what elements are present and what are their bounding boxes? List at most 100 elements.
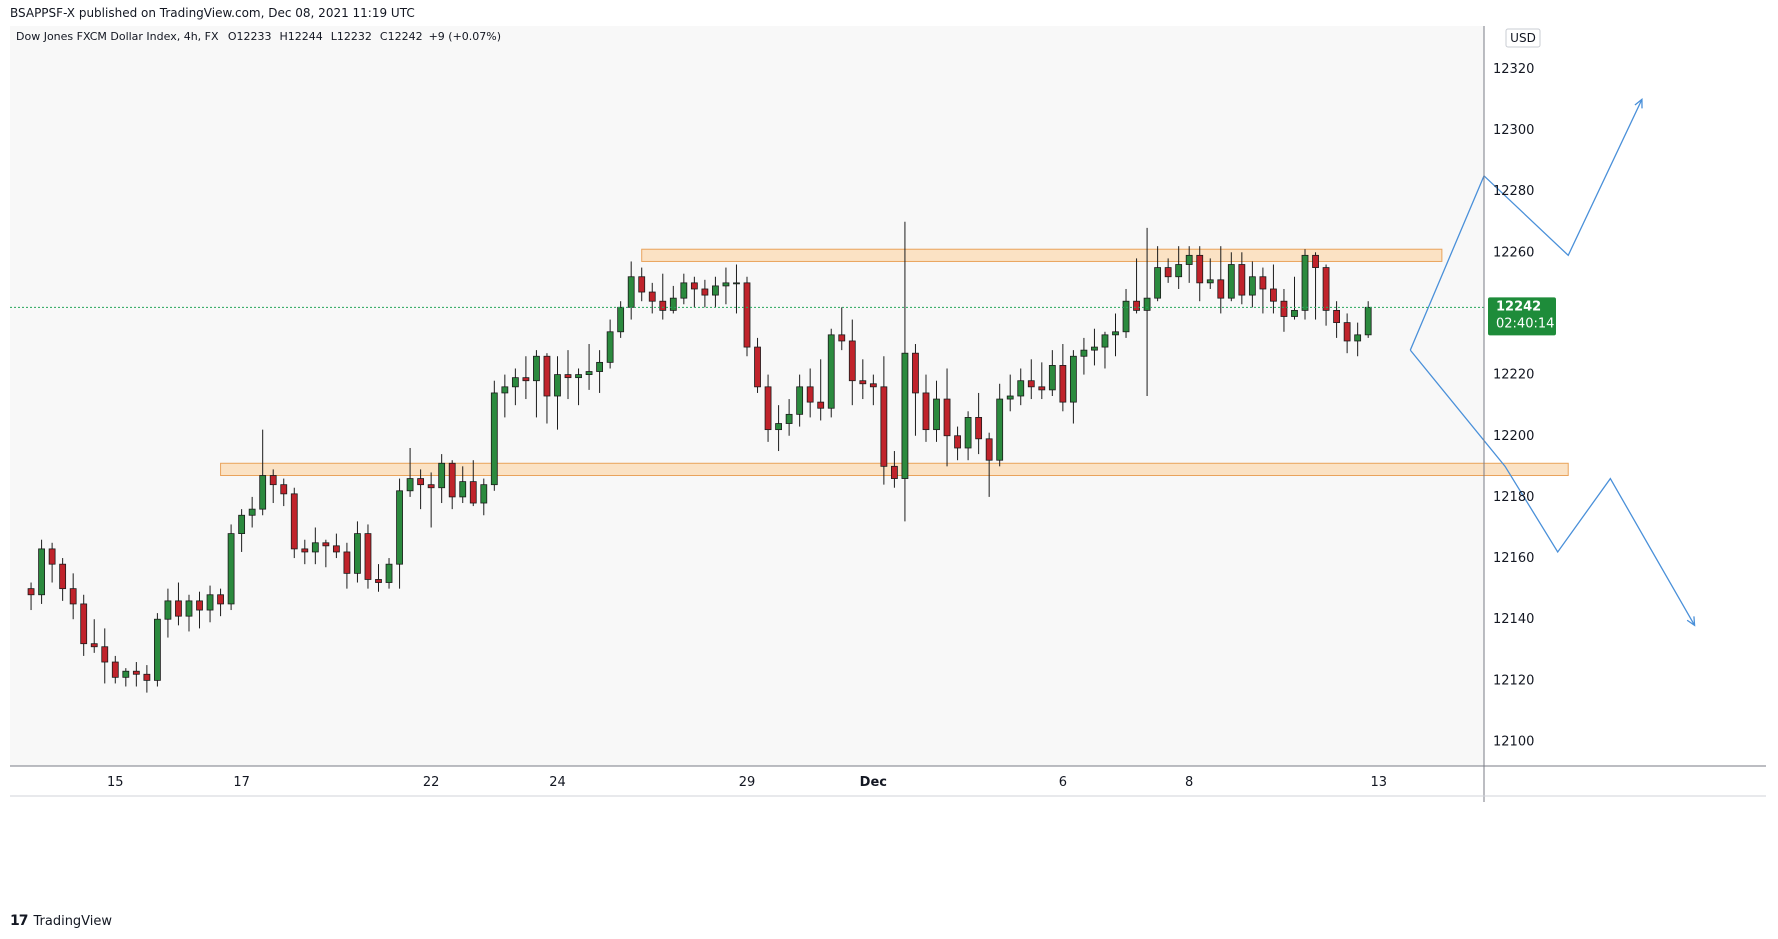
bearish-path xyxy=(1409,349,1696,626)
candle xyxy=(259,429,267,516)
publisher-line: BSAPPSF-X published on TradingView.com, … xyxy=(10,6,415,20)
candle-body xyxy=(922,392,930,431)
candle xyxy=(1091,328,1098,366)
tradingview-logo-icon: 17 xyxy=(10,913,29,929)
candle xyxy=(480,478,488,516)
candle-body xyxy=(1164,267,1172,278)
candle xyxy=(838,307,846,351)
candle-body xyxy=(332,545,340,553)
legend-close: C12242 xyxy=(380,30,423,43)
candle-body xyxy=(364,533,372,580)
candle xyxy=(1217,246,1225,314)
candle-body xyxy=(754,346,761,388)
candle-body xyxy=(59,563,67,590)
candle-body xyxy=(912,352,919,394)
candle-body xyxy=(375,579,382,583)
candle xyxy=(1069,350,1077,424)
candle-body xyxy=(1354,334,1362,342)
candle-body xyxy=(164,600,172,620)
candle-body xyxy=(1175,264,1183,278)
candle-body xyxy=(1322,267,1330,311)
candle xyxy=(238,509,246,552)
candle xyxy=(1080,337,1088,375)
price-tick-label: 12320 xyxy=(1493,62,1534,77)
candle xyxy=(248,496,256,528)
candle xyxy=(964,411,972,461)
candle xyxy=(690,276,698,308)
candle-body xyxy=(1333,309,1340,324)
chart-legend: Dow Jones FXCM Dollar Index, 4h, FX O1223… xyxy=(16,30,501,43)
candle-body xyxy=(743,282,751,348)
candle xyxy=(922,374,930,442)
candle xyxy=(1143,227,1151,396)
candle-body xyxy=(585,371,593,375)
candle xyxy=(69,573,77,620)
candle-body xyxy=(1238,264,1246,296)
candle xyxy=(1301,249,1309,320)
price-badge: 12242 02:40:14 xyxy=(1488,297,1556,336)
candle-body xyxy=(1112,331,1119,336)
candle-body xyxy=(827,334,835,409)
candle xyxy=(1006,374,1014,412)
candle xyxy=(269,469,277,504)
candle-body xyxy=(1206,279,1214,284)
candle xyxy=(764,374,772,442)
candle-body xyxy=(175,600,182,617)
candle xyxy=(1048,350,1056,396)
candle xyxy=(848,319,856,406)
price-tick-label: 12100 xyxy=(1493,735,1534,750)
candle-body xyxy=(343,551,351,574)
chart-frame[interactable]: 1210012120121401216012180122001222012240… xyxy=(10,26,1766,902)
candle-body xyxy=(153,618,161,681)
candle-body xyxy=(248,508,256,516)
bullish-path xyxy=(1409,99,1643,351)
candle-body xyxy=(27,588,35,596)
candle xyxy=(301,539,309,565)
candle xyxy=(617,301,625,338)
candle-body xyxy=(490,392,498,486)
candle-body xyxy=(1027,380,1035,388)
candle-body xyxy=(143,673,151,681)
candle-body xyxy=(1227,264,1235,299)
candle-body xyxy=(1101,334,1109,348)
candle xyxy=(1059,344,1067,412)
time-tick-label: 15 xyxy=(107,775,124,790)
candle-body xyxy=(1259,276,1267,290)
candles-layer xyxy=(27,221,1372,693)
candle-body xyxy=(438,462,446,489)
candle-body xyxy=(785,413,793,424)
price-chart[interactable]: 1210012120121401216012180122001222012240… xyxy=(10,26,1766,902)
candle-body xyxy=(196,600,203,611)
tradingview-brand[interactable]: 17 TradingView xyxy=(10,913,112,929)
candle xyxy=(511,368,519,406)
price-tick-label: 12300 xyxy=(1493,123,1534,138)
candle xyxy=(585,344,593,390)
time-tick-label: 6 xyxy=(1059,775,1067,790)
price-tick-label: 12220 xyxy=(1493,368,1534,383)
candle-body xyxy=(417,478,425,486)
candle xyxy=(490,380,498,491)
currency-button[interactable]: USD xyxy=(1505,28,1541,48)
legend-symbol: Dow Jones FXCM Dollar Index, 4h, FX xyxy=(16,30,219,43)
candle xyxy=(1101,331,1109,369)
candle-body xyxy=(522,377,530,382)
legend-high: H12244 xyxy=(280,30,323,43)
candle xyxy=(1185,246,1193,283)
candle xyxy=(196,591,203,629)
candle xyxy=(1038,362,1046,400)
time-axis-ticks: 15 17 22 24 29 Dec 6 8 13 xyxy=(107,775,1387,790)
candle-body xyxy=(38,548,45,596)
badge-price: 12242 xyxy=(1496,299,1541,314)
candle-body xyxy=(238,514,246,535)
candle-body xyxy=(1006,395,1014,400)
candle xyxy=(933,380,940,442)
candle xyxy=(869,374,877,406)
candle-body xyxy=(290,493,298,550)
candle-body xyxy=(1069,355,1077,403)
legend-low: L12232 xyxy=(331,30,372,43)
legend-change: +9 (+0.07%) xyxy=(429,30,501,43)
candle xyxy=(806,368,814,418)
candle-body xyxy=(891,465,898,479)
candle xyxy=(343,542,351,589)
candle-body xyxy=(943,398,951,437)
